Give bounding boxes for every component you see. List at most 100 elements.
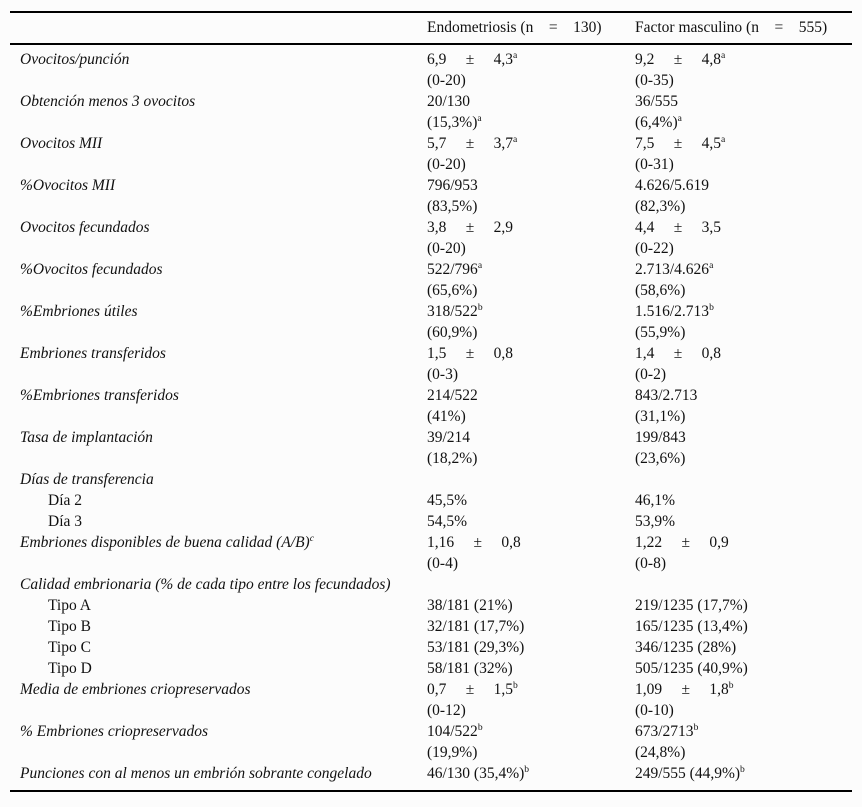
row-label: Embriones disponibles de buena calidad (…	[20, 532, 314, 551]
results-table: Endometriosis (n = 130) Factor masculino…	[10, 11, 852, 792]
value-line: (82,3%)	[635, 198, 686, 215]
value-line: 1,5 ± 0,8	[427, 345, 514, 362]
value-line: 53/181 (29,3%)	[427, 639, 525, 656]
value-line: (31,1%)	[635, 408, 686, 425]
row-label: %Embriones útiles	[20, 303, 138, 320]
table-row: %Embriones útiles 318/522b (60,9%) 1.516/2.…	[10, 301, 852, 343]
value-line: 104/522b	[427, 721, 483, 740]
cell-endometriosis: 1,16 ± 0,8 (0-4)	[427, 532, 635, 574]
cell-factor-masculino: 673/2713b (24,8%)	[635, 721, 852, 763]
row-label: Calidad embrionaria (% de cada tipo entr…	[20, 576, 391, 593]
value-line: 1,09 ± 1,8b	[635, 679, 734, 698]
cell-factor-masculino: 4,4 ± 3,5 (0-22)	[635, 217, 852, 259]
value-line: 1.516/2.713b	[635, 301, 714, 320]
cell-factor-masculino: 9,2 ± 4,8a (0-35)	[635, 49, 852, 91]
value-line: (0-8)	[635, 555, 666, 572]
cell-factor-masculino: 4.626/5.619 (82,3%)	[635, 175, 852, 217]
value-line: 505/1235 (40,9%)	[635, 660, 748, 677]
cell-endometriosis: 53/181 (29,3%)	[427, 637, 635, 658]
table-row: Tipo A 38/181 (21%) 219/1235 (17,7%)	[10, 595, 852, 616]
cell-factor-masculino: 7,5 ± 4,5a (0-31)	[635, 133, 852, 175]
value-line: 58/181 (32%)	[427, 660, 513, 677]
row-label: Obtención menos 3 ovocitos	[20, 93, 196, 110]
value-line: 249/555 (44,9%)b	[635, 763, 745, 782]
value-line: 165/1235 (13,4%)	[635, 618, 748, 635]
value-line: 0,7 ± 1,5b	[427, 679, 518, 698]
row-label: Media de embriones criopreservados	[20, 681, 251, 698]
table-body: Ovocitos/punción 6,9 ± 4,3a (0-20) 9,2 ± 4,…	[10, 45, 852, 790]
cell-factor-masculino: 346/1235 (28%)	[635, 637, 852, 658]
value-line: 318/522b	[427, 301, 483, 320]
cell-endometriosis: 0,7 ± 1,5b (0-12)	[427, 679, 635, 721]
value-line: 36/555	[635, 93, 679, 110]
table-row: %Embriones transferidos 214/522 (41%) 843/2…	[10, 385, 852, 427]
value-line: 199/843	[635, 429, 686, 446]
cell-factor-masculino: 1,09 ± 1,8b (0-10)	[635, 679, 852, 721]
value-line: (0-10)	[635, 702, 674, 719]
cell-endometriosis: 46/130 (35,4%)b	[427, 763, 635, 784]
cell-endometriosis: 39/214 (18,2%)	[427, 427, 635, 469]
table-top-rule	[10, 11, 852, 13]
row-label: Tipo A	[48, 597, 91, 614]
cell-endometriosis: 796/953 (83,5%)	[427, 175, 635, 217]
value-line: 4,4 ± 3,5	[635, 219, 722, 236]
value-line: (0-35)	[635, 72, 674, 89]
value-line: 9,2 ± 4,8a	[635, 49, 726, 68]
cell-endometriosis: 318/522b (60,9%)	[427, 301, 635, 343]
value-line: (23,6%)	[635, 450, 686, 467]
value-line: 6,9 ± 4,3a	[427, 49, 518, 68]
value-line: (0-31)	[635, 156, 674, 173]
value-line: 522/796a	[427, 259, 483, 278]
column-header-factor-masculino: Factor masculino (n = 555)	[635, 19, 828, 36]
cell-factor-masculino: 249/555 (44,9%)b	[635, 763, 852, 784]
value-line: (60,9%)	[427, 324, 478, 341]
value-line: 7,5 ± 4,5a	[635, 133, 726, 152]
cell-factor-masculino: 505/1235 (40,9%)	[635, 658, 852, 679]
cell-endometriosis: 104/522b (19,9%)	[427, 721, 635, 763]
table-row: Embriones transferidos 1,5 ± 0,8 (0-3) 1,4 …	[10, 343, 852, 385]
table-row: Día 3 54,5% 53,9%	[10, 511, 852, 532]
cell-endometriosis: 54,5%	[427, 511, 635, 532]
value-line: (24,8%)	[635, 744, 686, 761]
column-header-endometriosis: Endometriosis (n = 130)	[427, 19, 602, 36]
value-line: 46/130 (35,4%)b	[427, 763, 530, 782]
table-row: Calidad embrionaria (% de cada tipo entr…	[10, 574, 852, 595]
row-label: Día 3	[48, 513, 83, 530]
table-row: Media de embriones criopreservados 0,7 ± …	[10, 679, 852, 721]
table-bottom-rule	[10, 790, 852, 792]
value-line: 219/1235 (17,7%)	[635, 597, 748, 614]
value-line: 38/181 (21%)	[427, 597, 513, 614]
cell-factor-masculino: 1,4 ± 0,8 (0-2)	[635, 343, 852, 385]
row-label: % Embriones criopreservados	[20, 723, 208, 740]
table-row: %Ovocitos MII 796/953 (83,5%) 4.626/5.619 (8…	[10, 175, 852, 217]
value-line: (0-20)	[427, 240, 466, 257]
value-line: 843/2.713	[635, 387, 698, 404]
cell-endometriosis: 5,7 ± 3,7a (0-20)	[427, 133, 635, 175]
row-label: Punciones con al menos un embrión sobran…	[20, 765, 372, 782]
row-label: %Ovocitos MII	[20, 177, 116, 194]
table-row: Punciones con al menos un embrión sobran…	[10, 763, 852, 784]
table-header-rule	[10, 43, 852, 45]
cell-endometriosis: 32/181 (17,7%)	[427, 616, 635, 637]
value-line: (83,5%)	[427, 198, 478, 215]
cell-factor-masculino: 2.713/4.626a (58,6%)	[635, 259, 852, 301]
row-label: Tipo C	[48, 639, 91, 656]
row-label: Ovocitos MII	[20, 135, 103, 152]
value-line: 346/1235 (28%)	[635, 639, 737, 656]
cell-factor-masculino: 199/843 (23,6%)	[635, 427, 852, 469]
cell-factor-masculino: 1,22 ± 0,9 (0-8)	[635, 532, 852, 574]
value-line: (0-20)	[427, 156, 466, 173]
cell-endometriosis: 3,8 ± 2,9 (0-20)	[427, 217, 635, 259]
value-line: 46,1%	[635, 492, 676, 509]
value-line: 32/181 (17,7%)	[427, 618, 525, 635]
value-line: (55,9%)	[635, 324, 686, 341]
cell-factor-masculino: 53,9%	[635, 511, 852, 532]
table-row: Tasa de implantación 39/214 (18,2%) 199/843…	[10, 427, 852, 469]
cell-endometriosis: 45,5%	[427, 490, 635, 511]
cell-endometriosis: 522/796a (65,6%)	[427, 259, 635, 301]
row-label: Ovocitos/punción	[20, 51, 130, 68]
table-row: Ovocitos fecundados 3,8 ± 2,9 (0-20) 4,4 ± …	[10, 217, 852, 259]
value-line: 1,22 ± 0,9	[635, 534, 729, 551]
row-label: Tasa de implantación	[20, 429, 153, 446]
cell-factor-masculino: 46,1%	[635, 490, 852, 511]
